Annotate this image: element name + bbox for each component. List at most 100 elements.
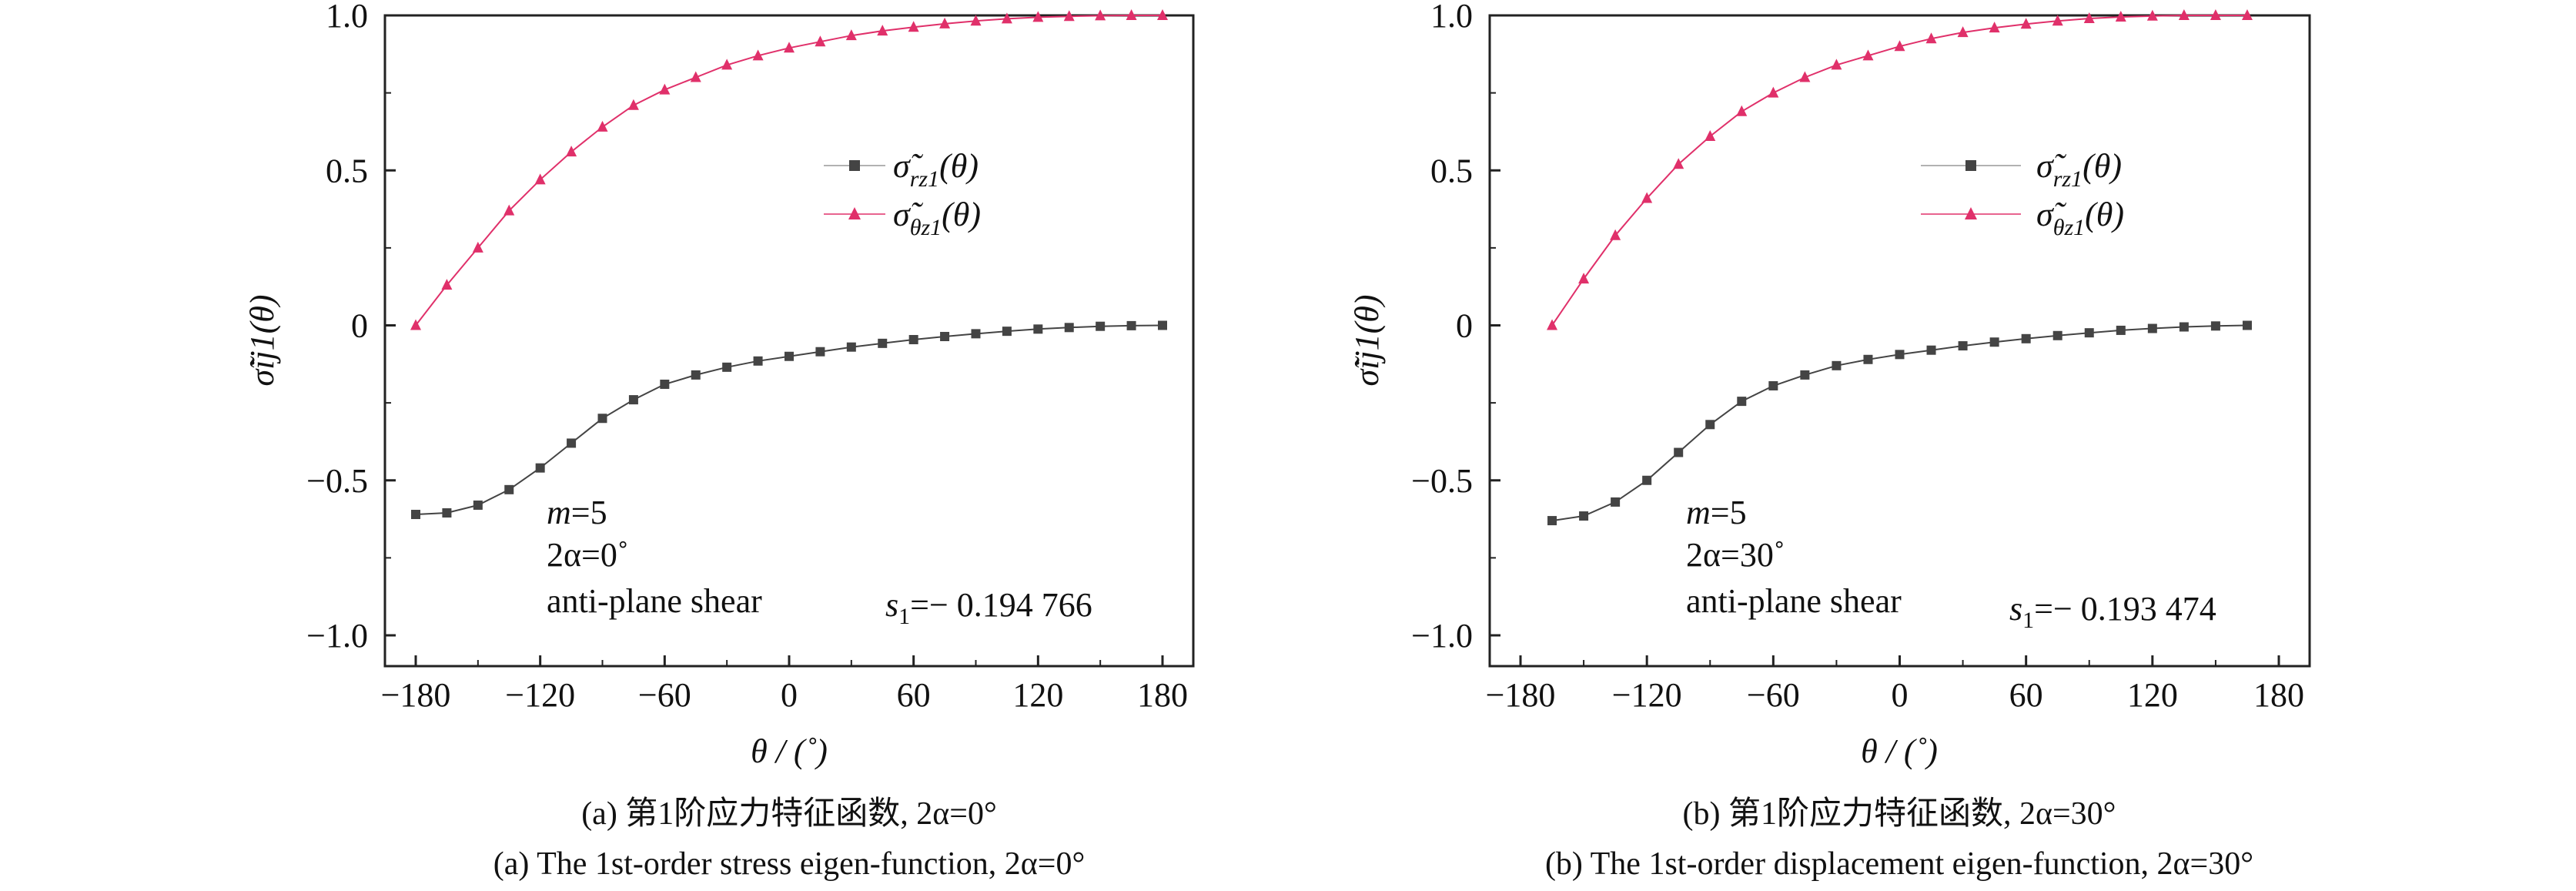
series-line-tz1-a xyxy=(415,15,1163,327)
data-point-rz1-b xyxy=(1611,497,1621,507)
data-point-tz1-b xyxy=(1736,105,1748,116)
data-point-tz1-a xyxy=(627,99,639,110)
data-point-rz1-a xyxy=(846,342,856,352)
data-point-rz1-b xyxy=(1547,516,1557,526)
x-tick-label-a: 180 xyxy=(1137,676,1188,714)
legend-label-rz1-b: σ̃rz1(θ) xyxy=(2036,147,2122,192)
data-point-tz1-b xyxy=(1799,71,1811,82)
y-tick-label-a: −0.5 xyxy=(306,462,368,500)
legend-marker-tz1-a xyxy=(848,207,861,219)
annot-m-b: m=5 xyxy=(1686,494,1747,531)
data-point-rz1-a xyxy=(785,351,794,361)
data-point-tz1-a xyxy=(877,25,888,36)
legend-marker-rz1-a xyxy=(849,160,860,171)
data-point-tz1-a xyxy=(752,49,764,61)
data-point-tz1-b xyxy=(1673,158,1684,169)
annot-s-label-a: s xyxy=(885,586,898,624)
data-point-rz1-a xyxy=(1033,324,1043,334)
annot-s-sub-b: 1 xyxy=(2022,608,2034,633)
data-point-rz1-a xyxy=(908,335,918,345)
y-tick-label-b: 0.5 xyxy=(1430,152,1473,189)
data-point-rz1-a xyxy=(660,379,670,389)
legend-sub-tz1-a: θz1 xyxy=(910,215,942,240)
data-point-rz1-a xyxy=(878,338,888,348)
annot-s-value-a: =− 0.194 766 xyxy=(910,586,1092,624)
data-point-tz1-a xyxy=(784,42,795,53)
x-axis-label-b: θ / (˚) xyxy=(1861,732,1938,770)
data-point-tz1-a xyxy=(1001,12,1012,24)
x-tick-label-b: −60 xyxy=(1747,676,1800,714)
plot-frame-b xyxy=(1488,14,2311,668)
caption-cn-b: (b) 第1阶应力特征函数, 2α=30° xyxy=(1683,796,2116,832)
data-point-rz1-b xyxy=(1832,360,1842,370)
data-point-rz1-b xyxy=(1579,511,1589,521)
data-point-rz1-b xyxy=(2084,328,2094,338)
panel-b: −180 −120 −60 0 60 120 180 −1.0 −0.5 0 0.5 1.0 σ̃rz… xyxy=(1348,0,2311,882)
data-point-tz1-a xyxy=(472,241,483,253)
annot-m-value-b: =5 xyxy=(1711,494,1747,531)
data-point-rz1-b xyxy=(2116,325,2126,335)
data-point-tz1-b xyxy=(2020,18,2032,29)
annot-s1-b: s1=− 0.193 474 xyxy=(2009,590,2216,633)
data-point-rz1-a xyxy=(971,329,981,339)
data-point-rz1-a xyxy=(1126,320,1136,330)
data-point-rz1-a xyxy=(1002,327,1012,337)
y-tick-label-a: 0 xyxy=(351,307,368,345)
data-point-rz1-b xyxy=(1926,345,1936,355)
x-tick-label-a: −120 xyxy=(505,676,575,714)
data-point-tz1-a xyxy=(908,21,919,32)
data-point-tz1-b xyxy=(1862,49,1874,61)
annot-m-label-a: m xyxy=(547,494,571,531)
panel-a: −180 −120 −60 0 60 120 180 −1.0 −0.5 0 0.5 1.0 σ̃rz… xyxy=(243,0,1195,882)
data-point-rz1-b xyxy=(2179,322,2189,332)
x-axis-label-a: θ / (˚) xyxy=(751,732,828,770)
series-line-tz1-b xyxy=(1551,15,2247,327)
data-point-tz1-b xyxy=(1957,26,1969,38)
data-point-tz1-b xyxy=(1894,40,1905,52)
data-point-tz1-b xyxy=(2115,11,2126,22)
data-point-rz1-a xyxy=(628,395,638,405)
data-point-rz1-a xyxy=(1158,320,1167,330)
annot-s-value-b: =− 0.193 474 xyxy=(2034,590,2216,628)
data-point-rz1-a xyxy=(1064,323,1074,333)
x-tick-label-a: 60 xyxy=(897,676,931,714)
annot-alpha-b: 2α=30˚ xyxy=(1686,536,1785,574)
data-point-rz1-b xyxy=(2021,333,2031,343)
data-point-rz1-a xyxy=(473,500,483,510)
data-point-tz1-b xyxy=(1610,229,1621,240)
legend-tail-tz1-b: (θ) xyxy=(2085,196,2124,233)
x-tick-label-b: −180 xyxy=(1486,676,1556,714)
caption-cn-a: (a) 第1阶应力特征函数, 2α=0° xyxy=(581,796,997,832)
caption-en-b: (b) The 1st-order displacement eigen-fun… xyxy=(1545,846,2253,882)
data-point-tz1-a xyxy=(1157,9,1168,20)
data-point-rz1-a xyxy=(535,463,545,473)
y-tick-label-b: −1.0 xyxy=(1411,617,1473,655)
data-point-tz1-b xyxy=(1578,273,1590,284)
data-point-tz1-a xyxy=(597,120,608,132)
legend-label-tz1-a: σ̃θz1(θ) xyxy=(893,196,981,240)
data-point-tz1-a xyxy=(659,83,671,95)
plot-area-a: −180 −120 −60 0 60 120 180 −1.0 −0.5 0 0.5 1.0 xyxy=(306,0,1188,714)
data-point-tz1-a xyxy=(690,71,701,82)
x-tick-label-b: 180 xyxy=(2253,676,2304,714)
data-point-rz1-a xyxy=(442,508,452,518)
legend-label-tz1-b: σ̃θz1(θ) xyxy=(2036,196,2124,240)
y-tick-label-b: 1.0 xyxy=(1430,0,1473,35)
annot-m-value-a: =5 xyxy=(571,494,607,531)
annot-m-a: m=5 xyxy=(547,494,607,531)
data-point-tz1-b xyxy=(2052,15,2063,26)
y-tick-label-b: 0 xyxy=(1456,307,1473,345)
caption-en-a: (a) The 1st-order stress eigen-function,… xyxy=(493,846,1086,882)
y-axis-label-a: σ̃ij1(θ) xyxy=(243,294,281,386)
data-point-tz1-b xyxy=(2083,12,2095,24)
legend-label-rz1-a: σ̃rz1(θ) xyxy=(893,147,979,192)
y-axis-label-b: σ̃ij1(θ) xyxy=(1348,294,1386,386)
annot-s-label-b: s xyxy=(2009,590,2022,628)
x-tick-label-b: 60 xyxy=(2009,676,2043,714)
data-point-rz1-b xyxy=(1737,397,1747,407)
annot-s-sub-a: 1 xyxy=(898,604,910,629)
legend-b: σ̃rz1(θ) σ̃θz1(θ) xyxy=(1921,147,2124,240)
data-point-rz1-b xyxy=(2242,320,2252,330)
data-point-rz1-a xyxy=(815,347,825,357)
